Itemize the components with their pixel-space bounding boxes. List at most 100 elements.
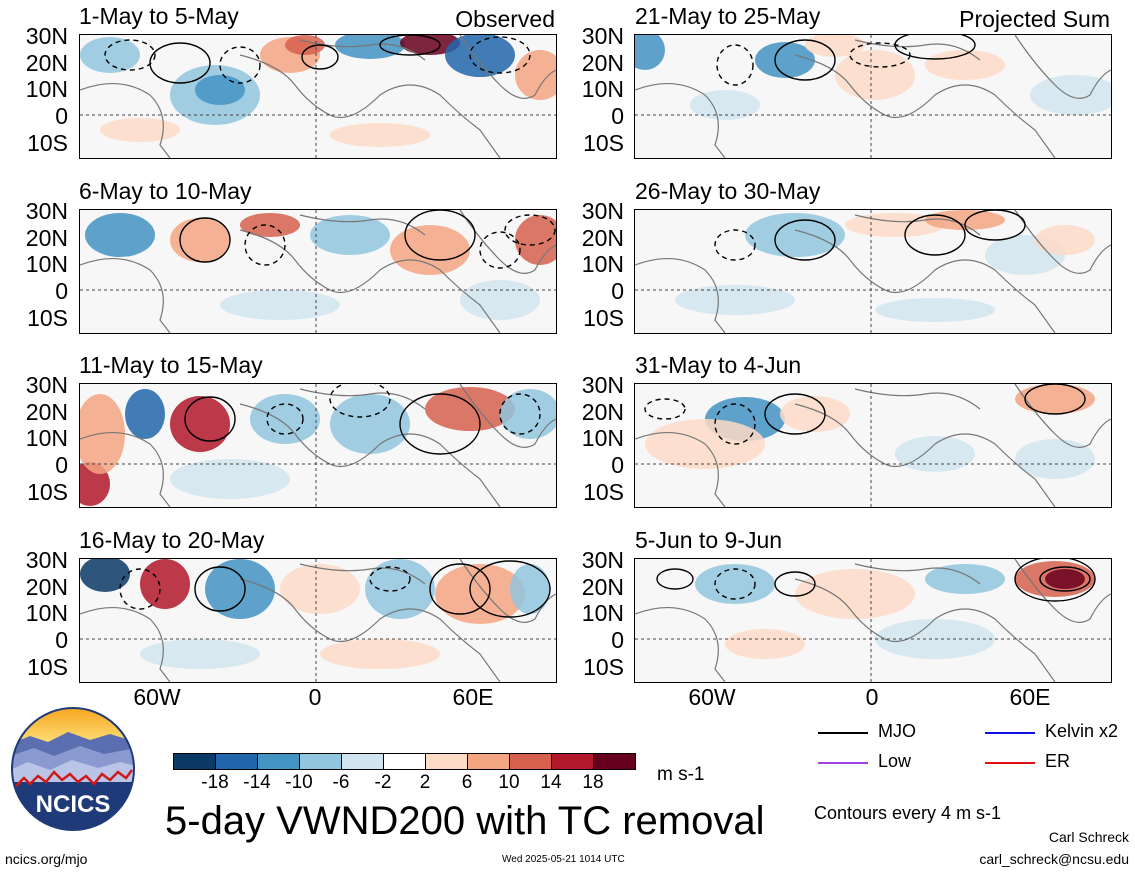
legend-label: MJO xyxy=(878,721,916,741)
latitude-label: 10S xyxy=(583,305,624,331)
latitude-label: 10S xyxy=(27,479,68,505)
colorbar-swatch xyxy=(551,753,594,770)
map-panel xyxy=(79,209,557,334)
latitude-label: 10N xyxy=(581,251,624,277)
legend-line xyxy=(985,732,1035,734)
latitude-label: 20N xyxy=(581,399,624,425)
panel-title: 11-May to 15-May xyxy=(79,352,263,378)
latitude-label: 0 xyxy=(611,278,624,304)
latitude-label: 10S xyxy=(583,654,624,680)
footer-author: Carl Schreck xyxy=(1048,829,1129,845)
colorbar-swatch xyxy=(341,753,384,770)
legend-line xyxy=(985,762,1035,764)
colorbar-tick-label: 18 xyxy=(582,772,604,793)
panel-title: 31-May to 4-Jun xyxy=(635,352,802,378)
latitude-label: 10N xyxy=(25,251,68,277)
colorbar-tick-label: 14 xyxy=(540,772,562,793)
footer-email[interactable]: carl_schreck@ncsu.edu xyxy=(979,851,1129,867)
latitude-label: 10S xyxy=(27,130,68,156)
latitude-label: 10N xyxy=(25,76,68,102)
latitude-label: 20N xyxy=(581,225,624,251)
legend-label: ER xyxy=(1045,751,1071,771)
colorbar-swatch xyxy=(593,753,636,770)
legend-line xyxy=(818,762,868,764)
colorbar-swatch xyxy=(425,753,468,770)
latitude-label: 30N xyxy=(581,23,624,49)
latitude-label: 10N xyxy=(25,600,68,626)
colorbar-swatch xyxy=(299,753,342,770)
latitude-label: 20N xyxy=(25,50,68,76)
latitude-label: 0 xyxy=(611,452,624,478)
ncics-logo: NCICS xyxy=(10,706,136,832)
latitude-label: 30N xyxy=(25,547,68,573)
latitude-label: 30N xyxy=(581,372,624,398)
latitude-label: 0 xyxy=(611,103,624,129)
colorbar-tick-label: 6 xyxy=(461,772,473,793)
latitude-label: 0 xyxy=(55,627,68,653)
latitude-label: 0 xyxy=(611,627,624,653)
colorbar-tick-label: -2 xyxy=(374,772,392,793)
latitude-label: 30N xyxy=(581,198,624,224)
latitude-label: 10S xyxy=(27,654,68,680)
latitude-label: 10S xyxy=(583,479,624,505)
colorbar-swatch xyxy=(509,753,552,770)
panel-tag: Observed xyxy=(455,6,555,32)
map-panel xyxy=(79,383,557,508)
colorbar-swatch xyxy=(383,753,426,770)
colorbar-tick-label: 10 xyxy=(498,772,520,793)
legend-label: Kelvin x2 xyxy=(1045,721,1119,741)
longitude-label: 0 xyxy=(865,684,879,710)
latitude-label: 10N xyxy=(581,425,624,451)
colorbar-swatch xyxy=(173,753,216,770)
latitude-label: 30N xyxy=(25,372,68,398)
map-panel xyxy=(634,383,1112,508)
footer-timestamp: Wed 2025-05-21 1014 UTC xyxy=(502,854,625,865)
latitude-label: 20N xyxy=(581,50,624,76)
latitude-label: 0 xyxy=(55,452,68,478)
latitude-label: 10S xyxy=(583,130,624,156)
latitude-label: 20N xyxy=(25,574,68,600)
colorbar-swatch xyxy=(215,753,258,770)
map-panel xyxy=(79,34,557,159)
legend-label: Low xyxy=(878,751,912,771)
panel-title: 21-May to 25-May xyxy=(635,3,821,29)
map-panel xyxy=(634,34,1112,159)
latitude-label: 30N xyxy=(25,198,68,224)
colorbar-tick-label: 2 xyxy=(419,772,431,793)
colorbar-swatch xyxy=(257,753,300,770)
colorbar-tick-label: -14 xyxy=(243,772,271,793)
longitude-label: 0 xyxy=(308,684,322,710)
panel-title: 6-May to 10-May xyxy=(79,178,252,204)
figure-title: 5-day VWND200 with TC removal xyxy=(165,799,765,843)
longitude-label: 60W xyxy=(688,684,736,710)
longitude-label: 60E xyxy=(452,684,494,710)
latitude-label: 0 xyxy=(55,278,68,304)
latitude-label: 20N xyxy=(25,225,68,251)
logo-text: NCICS xyxy=(36,791,111,818)
map-panel xyxy=(634,558,1112,683)
latitude-label: 0 xyxy=(55,103,68,129)
map-panel xyxy=(634,209,1112,334)
latitude-label: 10N xyxy=(581,76,624,102)
latitude-label: 10N xyxy=(25,425,68,451)
panel-title: 5-Jun to 9-Jun xyxy=(635,527,783,553)
panel-title: 1-May to 5-May xyxy=(79,3,239,29)
longitude-label: 60E xyxy=(1009,684,1051,710)
longitude-label: 60W xyxy=(133,684,181,710)
latitude-label: 20N xyxy=(581,574,624,600)
legend-line xyxy=(818,732,868,734)
panel-title: 26-May to 30-May xyxy=(635,178,821,204)
colorbar-swatch xyxy=(467,753,510,770)
colorbar-tick-label: -6 xyxy=(332,772,350,793)
colorbar-tick-label: -18 xyxy=(201,772,229,793)
latitude-label: 20N xyxy=(25,399,68,425)
map-panel xyxy=(79,558,557,683)
latitude-label: 10S xyxy=(27,305,68,331)
panel-title: 16-May to 20-May xyxy=(79,527,265,553)
footer-url[interactable]: ncics.org/mjo xyxy=(5,851,88,867)
panel-tag: Projected Sum xyxy=(959,6,1110,32)
contour-note: Contours every 4 m s-1 xyxy=(814,803,1002,823)
latitude-label: 30N xyxy=(25,23,68,49)
colorbar-units: m s-1 xyxy=(657,764,705,785)
latitude-label: 10N xyxy=(581,600,624,626)
